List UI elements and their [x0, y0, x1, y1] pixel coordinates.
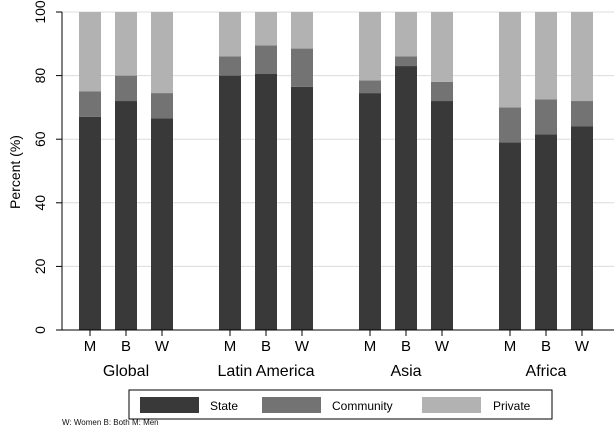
bar-segment	[359, 93, 381, 330]
bar-segment	[79, 116, 101, 330]
bar-segment	[359, 80, 381, 94]
bar-segment	[359, 12, 381, 81]
bar-segment	[571, 126, 593, 330]
group-label: Asia	[390, 363, 421, 380]
legend-label: Community	[332, 399, 393, 413]
bars	[79, 12, 593, 330]
x-tick-label: B	[261, 338, 271, 355]
footnote: W: Women B: Both M: Men	[62, 418, 159, 427]
bar-segment	[395, 12, 417, 57]
bar-segment	[151, 118, 173, 330]
bar-segment	[79, 12, 101, 92]
x-tick-label: M	[84, 338, 97, 355]
bar-segment	[499, 12, 521, 108]
y-tick-label: 40	[32, 195, 48, 211]
legend-swatch	[140, 397, 199, 413]
y-tick-label: 100	[32, 0, 48, 24]
bar-segment	[219, 12, 241, 57]
bar-segment	[431, 101, 453, 330]
x-tick-label: M	[504, 338, 517, 355]
y-tick-label: 80	[32, 68, 48, 84]
bar-segment	[151, 93, 173, 119]
bar-segment	[535, 12, 557, 100]
bar-segment	[431, 12, 453, 82]
bar-segment	[291, 86, 313, 330]
bar-segment	[115, 75, 137, 102]
group-label: Global	[103, 363, 149, 380]
y-tick-label: 0	[32, 326, 48, 334]
x-tick-label: B	[401, 338, 411, 355]
bar-segment	[255, 12, 277, 46]
legend-swatch	[422, 397, 481, 413]
group-label: Latin America	[218, 363, 315, 380]
bar-segment	[395, 56, 417, 67]
legend-label: State	[210, 399, 238, 413]
bar-segment	[219, 75, 241, 330]
plot-area	[62, 12, 614, 330]
x-tick-label: B	[121, 338, 131, 355]
x-labels: M B W Global M B W Latin America M B W Asia M B W Afric…	[84, 330, 590, 380]
x-tick-label: W	[575, 338, 590, 355]
bar-segment	[571, 101, 593, 127]
bar-segment	[255, 74, 277, 330]
y-axis-label: Percent (%)	[7, 135, 23, 209]
x-tick-label: W	[435, 338, 450, 355]
x-tick-label: M	[364, 338, 377, 355]
y-tick-label: 20	[32, 258, 48, 274]
bar-segment	[571, 12, 593, 102]
bar-segment	[115, 12, 137, 76]
bar-segment	[255, 45, 277, 75]
bar-segment	[499, 107, 521, 143]
bar-segment	[535, 134, 557, 330]
y-tick-label: 60	[32, 131, 48, 147]
bar-segment	[291, 48, 313, 87]
x-tick-label: W	[155, 338, 170, 355]
x-tick-label: B	[541, 338, 551, 355]
group-label: Africa	[526, 363, 567, 380]
y-ticks: 0 20 40 60 80 100	[32, 0, 62, 334]
bar-segment	[115, 101, 137, 330]
bar-segment	[291, 12, 313, 49]
bar-segment	[151, 12, 173, 94]
legend-box	[128, 389, 553, 420]
legend-swatch	[262, 397, 321, 413]
legend-label: Private	[493, 399, 531, 413]
x-tick-label: W	[295, 338, 310, 355]
bar-segment	[499, 142, 521, 330]
bar-segment	[535, 99, 557, 135]
bar-segment	[431, 81, 453, 102]
bar-segment	[219, 56, 241, 76]
bar-segment	[79, 91, 101, 117]
x-tick-label: M	[224, 338, 237, 355]
legend: State Community Private	[128, 389, 553, 420]
bar-segment	[395, 66, 417, 330]
